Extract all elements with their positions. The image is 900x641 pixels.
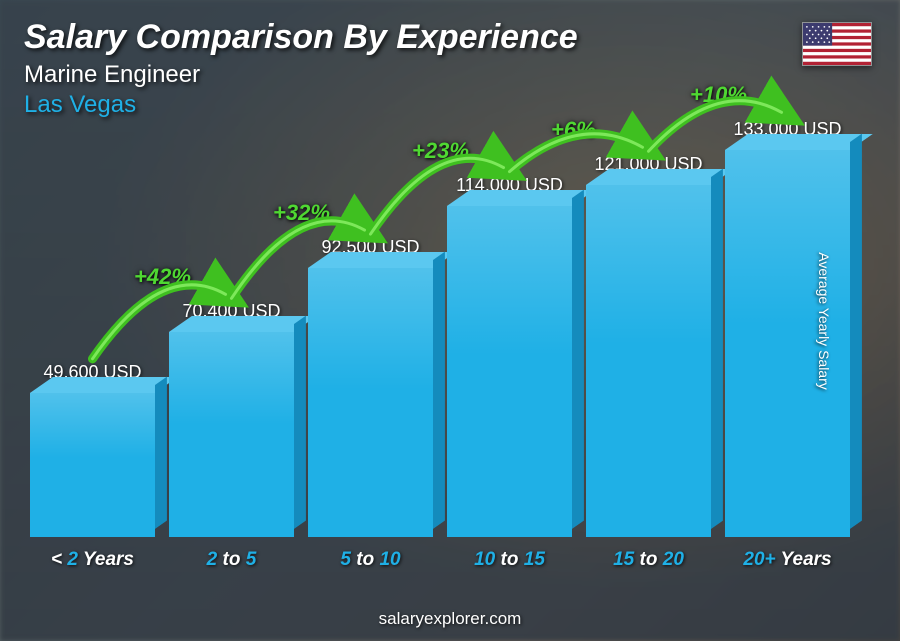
bar-3d: [308, 268, 433, 537]
bar: 121,000 USD: [586, 154, 711, 537]
growth-label: +23%: [412, 138, 469, 164]
bar-3d: [30, 393, 155, 537]
x-axis-label: 15 to 20: [586, 549, 711, 571]
growth-label: +42%: [134, 264, 191, 290]
x-axis-label: 5 to 10: [308, 549, 433, 571]
growth-label: +32%: [273, 200, 330, 226]
bar-3d: [447, 206, 572, 537]
usa-flag-icon: [802, 22, 872, 66]
bar: 70,400 USD: [169, 301, 294, 537]
bar: 49,600 USD: [30, 362, 155, 537]
bar-3d: [586, 185, 711, 537]
x-axis-label: 20+ Years: [725, 549, 850, 571]
bar-3d: [169, 332, 294, 537]
x-axis-label: 10 to 15: [447, 549, 572, 571]
bar: 114,000 USD: [447, 175, 572, 537]
chart-subtitle: Marine Engineer: [24, 61, 876, 89]
bars-container: 49,600 USD 70,400 USD 92,500 USD 114,000…: [30, 130, 850, 537]
header: Salary Comparison By Experience Marine E…: [24, 18, 876, 119]
growth-label: +6%: [551, 117, 596, 143]
bar: 92,500 USD: [308, 237, 433, 537]
chart-title: Salary Comparison By Experience: [24, 18, 876, 57]
footer-attribution: salaryexplorer.com: [0, 609, 900, 629]
chart-area: 49,600 USD 70,400 USD 92,500 USD 114,000…: [30, 130, 850, 571]
chart-location: Las Vegas: [24, 91, 876, 119]
x-axis-labels: < 2 Years 2 to 5 5 to 10 10 to 15 15 to 20 20…: [30, 549, 850, 571]
x-axis-label: 2 to 5: [169, 549, 294, 571]
y-axis-label: Average Yearly Salary: [815, 252, 831, 390]
x-axis-label: < 2 Years: [30, 549, 155, 571]
